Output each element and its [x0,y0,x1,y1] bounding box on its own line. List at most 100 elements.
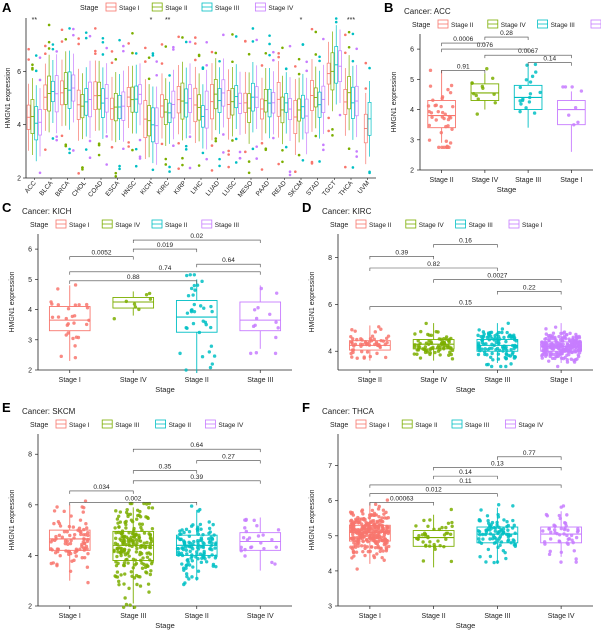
box-hnsc [130,31,135,152]
data-point [370,508,375,513]
data-point [427,123,432,128]
box-stage-ii [175,504,218,587]
x-axis-label: Stage [456,621,476,630]
box-tgct [338,29,342,117]
data-point [380,523,385,528]
x-tick-label: MESO [237,180,255,199]
data-point [486,347,490,352]
data-point [422,531,427,535]
p-value: 0.0006 [453,36,473,43]
x-tick-label: Stage IV [247,613,274,620]
outlier-point [327,129,330,133]
data-point [142,531,147,535]
data-point [352,541,356,545]
data-point [129,537,133,542]
data-point [569,533,574,538]
box-esca [121,44,126,151]
data-point [188,549,192,554]
box-thca [354,47,359,158]
outlier-point [88,139,92,143]
data-point [547,552,552,557]
data-point [496,512,500,517]
outlier-point [134,164,138,168]
legend-item-stage-iv: Stage IV [101,219,141,229]
data-point [551,331,556,335]
data-point [490,336,494,341]
box-lihc [204,40,209,161]
data-point [359,544,364,548]
data-point [490,520,495,525]
data-point [512,338,517,342]
comparison-bracket: 0.88 [69,274,198,284]
data-point [64,549,68,553]
data-point [375,552,379,556]
data-point [449,83,454,88]
data-point [448,116,453,120]
box-brca [71,27,76,152]
box-stage-i [540,323,582,369]
outlier-point [77,37,80,40]
data-point [195,283,200,287]
y-tick-label: 4 [328,568,332,575]
outlier-point [331,134,334,137]
data-point [479,334,483,339]
outlier-point [177,167,180,170]
box-paad [263,51,268,152]
data-point [360,509,364,513]
data-point [544,336,548,341]
box-esca [117,38,122,171]
comparison-bracket: 0.019 [132,242,198,253]
outlier-point [114,174,118,178]
data-point [209,535,213,540]
data-point [450,524,454,529]
data-point [197,330,202,335]
data-point [553,325,558,329]
data-point [55,505,59,509]
x-tick-label: Stage I [560,177,582,184]
data-point [121,605,126,609]
outlier-point [272,50,275,54]
data-point [364,531,369,535]
data-point [199,560,204,565]
data-point [384,336,389,341]
data-point [148,297,153,301]
data-point [504,364,508,369]
data-point [377,519,382,523]
outlier-point [334,20,338,24]
chart-title: Cancer: KICH [22,207,72,216]
outlier-point [318,55,321,59]
data-point [133,305,138,309]
data-point [86,580,90,585]
outlier-point [164,157,168,161]
outlier-point [294,170,297,173]
data-point [371,534,376,539]
data-point [117,582,121,587]
data-point [548,537,553,541]
data-point [119,573,123,577]
p-value: 0.14 [543,56,556,63]
x-tick-label: READ [271,180,288,199]
data-point [84,522,88,526]
data-point [489,355,493,359]
data-point [148,545,153,550]
outlier-point [88,156,92,160]
data-point [491,533,496,538]
outlier-point [118,38,121,42]
data-point [378,549,382,554]
outlier-point [344,51,347,55]
data-point [573,358,578,362]
data-point [451,104,455,109]
data-point [565,360,570,364]
data-point [83,499,88,503]
y-tick-label: 4 [28,553,32,560]
data-point [528,95,532,100]
box-kirc [171,45,176,148]
significance-mark: *** [347,17,355,24]
data-point [72,558,76,563]
data-point [577,351,582,355]
p-value: 0.88 [127,274,140,281]
bracket-line [132,470,198,474]
data-point [571,337,575,341]
data-point [131,566,135,570]
data-point [446,87,450,92]
